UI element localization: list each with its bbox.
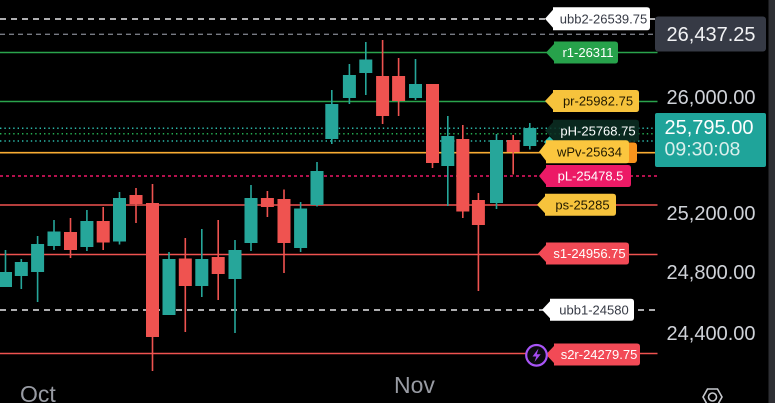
svg-text:s2r-24279.75: s2r-24279.75 xyxy=(561,347,638,362)
svg-text:25,200.00: 25,200.00 xyxy=(667,203,756,225)
svg-text:r1-26311: r1-26311 xyxy=(562,45,613,60)
svg-text:ubb2-26539.75: ubb2-26539.75 xyxy=(560,11,647,26)
svg-text:26,000.00: 26,000.00 xyxy=(667,87,756,109)
svg-text:wPv-25634: wPv-25634 xyxy=(556,144,622,159)
svg-text:pr-25982.75: pr-25982.75 xyxy=(563,94,633,109)
svg-text:24,400.00: 24,400.00 xyxy=(667,323,756,345)
svg-text:s1-24956.75: s1-24956.75 xyxy=(553,246,625,261)
svg-text:26,437.25: 26,437.25 xyxy=(667,24,756,46)
svg-text:09:30:08: 09:30:08 xyxy=(665,139,741,161)
svg-text:pL-25478.5: pL-25478.5 xyxy=(558,169,624,184)
svg-text:Oct: Oct xyxy=(20,381,56,403)
svg-text:pH-25768.75: pH-25768.75 xyxy=(560,123,635,138)
svg-text:ubb1-24580: ubb1-24580 xyxy=(559,302,628,317)
svg-text:25,795.00: 25,795.00 xyxy=(665,117,754,139)
svg-text:ps-25285: ps-25285 xyxy=(555,197,609,212)
svg-text:Nov: Nov xyxy=(394,372,435,398)
svg-text:24,800.00: 24,800.00 xyxy=(667,262,756,284)
